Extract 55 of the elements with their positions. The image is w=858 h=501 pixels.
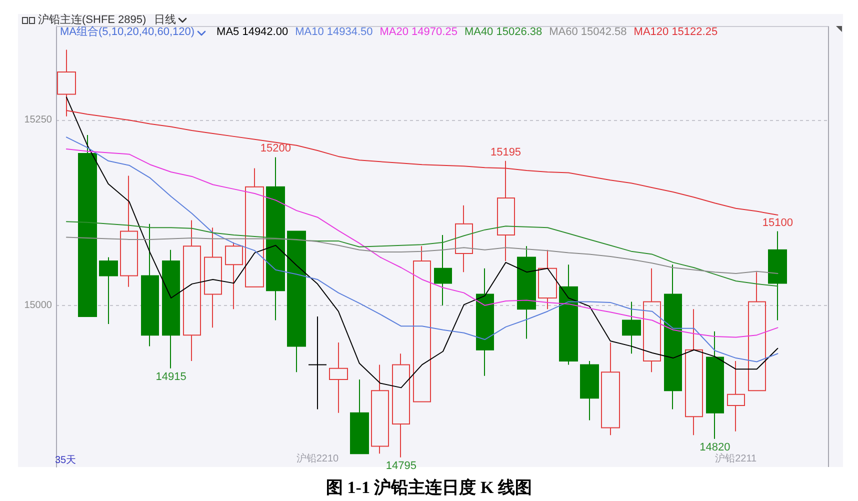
y-tick-label: 15250 — [24, 114, 52, 126]
text: MA40 15026.38 — [464, 26, 542, 38]
y-tick-label: 15000 — [24, 300, 52, 311]
candlestick — [287, 230, 306, 373]
annotation: 14915 — [156, 370, 186, 383]
text: 日线 — [154, 14, 176, 26]
chart-title: 沪铅主连(SHFE 2895) — [38, 14, 146, 26]
candlestick — [580, 360, 599, 421]
candlestick — [664, 264, 682, 410]
caption: 图 1-1 沪铅主连日度 K 线图 — [325, 478, 533, 497]
text: MA20 14970.25 — [380, 26, 458, 38]
candlestick — [601, 342, 620, 436]
annotation: 14795 — [386, 460, 416, 472]
x-tick-label: 沪铅2210 — [296, 452, 340, 464]
candlestick — [204, 227, 222, 328]
candlestick — [99, 256, 118, 324]
candlestick — [706, 330, 724, 440]
candlestick — [120, 175, 138, 288]
candlestick — [413, 246, 431, 402]
candlestick — [78, 134, 97, 318]
text: MA5 14942.00 — [216, 26, 288, 38]
candlestick — [559, 264, 578, 366]
candlestick — [685, 308, 703, 436]
candlestick — [643, 268, 661, 373]
candlestick — [162, 249, 180, 369]
line-series — [66, 236, 778, 274]
candlestick — [141, 223, 159, 347]
candlestick — [371, 364, 389, 454]
candlestick — [455, 204, 473, 273]
candlestick — [245, 168, 264, 288]
candlestick — [727, 360, 745, 432]
candlestick — [308, 316, 327, 410]
candlestick — [476, 268, 494, 376]
x-tick-label: 沪铅2211 — [715, 452, 758, 464]
candlestick — [622, 301, 641, 354]
candlestick — [329, 342, 348, 414]
candlestick — [183, 220, 201, 362]
candlestick — [392, 353, 410, 458]
annotation: 15195 — [490, 146, 522, 158]
annotation: 14820 — [700, 441, 730, 454]
candlestick — [768, 230, 787, 321]
candlestick — [225, 242, 243, 310]
annotation: 35天 — [55, 455, 76, 466]
candlestick — [434, 234, 452, 306]
candlestick — [517, 246, 536, 340]
text: MA120 15122.25 — [634, 26, 718, 38]
text: MA60 15042.58 — [549, 26, 627, 38]
annotation: 15100 — [762, 216, 793, 229]
candlestick — [748, 272, 766, 392]
text: MA10 14934.50 — [295, 26, 373, 38]
candlestick — [350, 379, 369, 454]
candlestick — [266, 156, 285, 321]
legend-title: MA组合(5,10,20,40,60,120) — [60, 26, 195, 38]
candlestick — [538, 249, 557, 310]
annotation: 15200 — [260, 142, 291, 155]
